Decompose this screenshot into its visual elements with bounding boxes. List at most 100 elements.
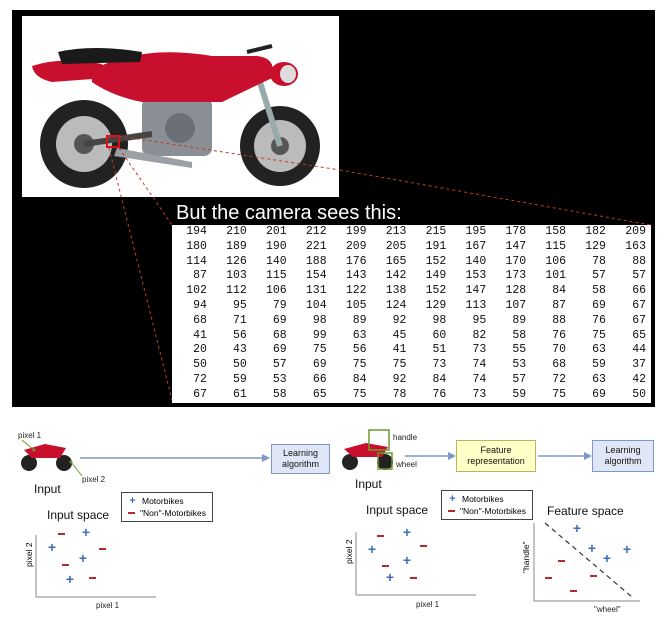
pixel-value: 205 xyxy=(385,239,407,253)
right-input-bike xyxy=(342,429,393,470)
feature-x-axis-label: "wheel" xyxy=(594,605,621,614)
right-x-axis-label: pixel 1 xyxy=(416,600,440,609)
pixel-value: 68 xyxy=(552,358,567,372)
wheel-callout: wheel xyxy=(396,460,417,469)
pixel-row: 194 210 201 212 199 213 215 195 178 158 182 209 xyxy=(172,225,651,240)
left-input-plot: + + + + xyxy=(35,524,156,598)
pixel-value: 158 xyxy=(545,225,567,238)
handle-callout: handle xyxy=(393,433,418,442)
pixel-value: 75 xyxy=(352,387,367,401)
pixel-value: 199 xyxy=(345,225,367,238)
pixel-value: 194 xyxy=(186,225,207,238)
left-y-axis-label: pixel 2 xyxy=(24,542,34,567)
feature-space-plot: + + + + xyxy=(533,520,640,602)
pixel-value: 20 xyxy=(193,343,207,357)
motorbike-marker-icon: + xyxy=(449,492,456,505)
pixel-value: 76 xyxy=(592,313,606,327)
pixel-table: 194 210 201 212 199 213 215 195 178 158 182 209 180 1… xyxy=(172,225,651,403)
pixel-value: 94 xyxy=(193,298,207,312)
pixel-value: 213 xyxy=(385,225,407,238)
pixel-value: 178 xyxy=(505,225,527,238)
pixel2-callout: pixel 2 xyxy=(82,475,106,484)
pixel-value: 113 xyxy=(465,298,487,312)
handle-highlight xyxy=(368,429,390,451)
pixel-value: 153 xyxy=(465,269,487,283)
pixel-value: 154 xyxy=(305,269,327,283)
pixel-value: 57 xyxy=(512,372,527,386)
legend-motorbikes: Motorbikes xyxy=(142,496,184,506)
pixel-value: 165 xyxy=(385,254,407,268)
pixel-value: 180 xyxy=(186,239,207,253)
svg-text:+: + xyxy=(48,539,56,555)
svg-text:+: + xyxy=(368,541,376,557)
pixel-value: 63 xyxy=(592,372,606,386)
pixel-value: 89 xyxy=(512,313,527,327)
pixel-value: 115 xyxy=(266,269,287,283)
pixel-value: 75 xyxy=(352,358,367,372)
pixel-value: 189 xyxy=(226,239,247,253)
pixel-value: 212 xyxy=(305,225,327,238)
pixel-value: 56 xyxy=(352,343,367,357)
pixel-value: 102 xyxy=(186,284,207,298)
pixel-value: 163 xyxy=(625,239,646,253)
pixel-value: 63 xyxy=(592,343,606,357)
pixel-row: 68 71 69 98 89 92 98 95 89 88 76 67 xyxy=(172,314,651,329)
pixel-value: 55 xyxy=(512,343,527,357)
pixel-value: 82 xyxy=(472,328,487,342)
pixel-value: 190 xyxy=(266,239,287,253)
pixel-value: 41 xyxy=(392,343,407,357)
pixel-value: 147 xyxy=(465,284,487,298)
pixel-value: 50 xyxy=(632,387,646,401)
pixel-value: 131 xyxy=(305,284,327,298)
svg-text:+: + xyxy=(79,550,87,566)
pixel-value: 152 xyxy=(425,284,447,298)
pixel-value: 149 xyxy=(425,269,447,283)
pixel-row: 102 112 106 131 122 138 152 147 128 84 58 66 xyxy=(172,284,651,299)
pixel-value: 74 xyxy=(472,372,487,386)
pixel-row: 72 59 53 66 84 92 84 74 57 72 63 42 xyxy=(172,373,651,388)
pixel-value: 53 xyxy=(272,372,287,386)
pixel-value: 63 xyxy=(352,328,367,342)
pixel-value: 89 xyxy=(352,313,367,327)
pixel-value: 42 xyxy=(632,372,646,386)
pixel-value: 69 xyxy=(592,387,606,401)
pixel-value: 112 xyxy=(226,284,247,298)
left-input-space-title: Input space xyxy=(47,508,110,522)
pixel-row: 20 43 69 75 56 41 51 73 55 70 63 44 xyxy=(172,343,651,358)
feature-y-axis-label: "handle" xyxy=(521,541,531,573)
pixel-value: 98 xyxy=(312,313,327,327)
pixel-value: 201 xyxy=(266,225,287,238)
pixel-row: 87 103 115 154 143 142 149 153 173 101 57 57 xyxy=(172,269,651,284)
svg-text:+: + xyxy=(403,552,411,568)
pixel-value: 84 xyxy=(352,372,367,386)
wheel-highlight xyxy=(377,452,393,470)
pixel-value: 78 xyxy=(592,254,606,268)
legend-non-motorbikes: "Non"-Motorbikes xyxy=(460,506,527,516)
legend-motorbikes: Motorbikes xyxy=(462,494,504,504)
pixel-value: 209 xyxy=(345,239,367,253)
pixel-value: 66 xyxy=(312,372,327,386)
pixel-value: 87 xyxy=(552,298,567,312)
pixel-value: 50 xyxy=(233,358,247,372)
pixel-value: 88 xyxy=(552,313,567,327)
pixel-value: 68 xyxy=(272,328,287,342)
pixel-value: 72 xyxy=(193,372,207,386)
pixel-value: 92 xyxy=(392,372,407,386)
pixel-value: 74 xyxy=(472,358,487,372)
svg-text:+: + xyxy=(573,520,581,536)
pixel-value: 69 xyxy=(592,298,606,312)
pixel-value: 67 xyxy=(193,387,207,401)
right-y-axis-label: pixel 2 xyxy=(344,539,354,564)
pixel-value: 122 xyxy=(345,284,367,298)
pixel1-callout: pixel 1 xyxy=(18,431,42,440)
pixel-value: 69 xyxy=(312,358,327,372)
pixel-value: 103 xyxy=(226,269,247,283)
non-motorbike-marker-icon xyxy=(448,510,455,512)
decision-boundary xyxy=(544,522,633,598)
pixel-value: 58 xyxy=(512,328,527,342)
pixel-value-grid: 194 210 201 212 199 213 215 195 178 158 182 209 180 1… xyxy=(172,225,651,403)
svg-text:+: + xyxy=(66,571,74,587)
arrow-head xyxy=(262,454,270,462)
feature-representation-box: Feature representation xyxy=(456,440,536,472)
pixel-value: 72 xyxy=(552,372,567,386)
